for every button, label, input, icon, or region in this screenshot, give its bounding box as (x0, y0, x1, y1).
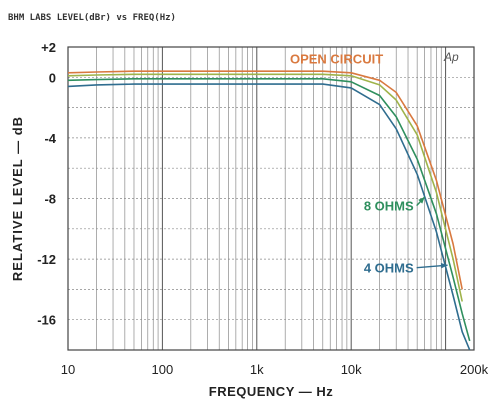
y-tick-label: +2 (41, 40, 56, 55)
series-lines (67, 70, 471, 351)
series-line-0 (67, 70, 463, 290)
annotation-arrowhead-1 (418, 196, 425, 204)
ap-watermark: Ap (443, 50, 459, 64)
x-tick-label: 200k (460, 362, 489, 377)
annotation-label-1: 8 OHMS (364, 199, 414, 214)
annotations: OPEN CIRCUIT 8 OHMS 4 OHMS (290, 52, 448, 276)
x-tick-label: 1k (250, 362, 264, 377)
y-tick-label: 0 (49, 70, 56, 85)
x-tick-label: 100 (152, 362, 174, 377)
annotation-label-2: 4 OHMS (364, 261, 414, 276)
series-line-3 (67, 83, 471, 351)
y-tick-label: -8 (44, 192, 56, 207)
x-tick-labels: 10 100 1k 10k 200k (61, 362, 489, 377)
x-tick-label: 10k (341, 362, 362, 377)
y-tick-label: -12 (37, 252, 56, 267)
plot-frame (67, 46, 475, 351)
y-axis-label: RELATIVE LEVEL — dB (10, 116, 25, 281)
y-tick-labels: +2 0 -4 -8 -12 -16 (37, 40, 57, 328)
chart-header: BHM LABS LEVEL(dBr) vs FREQ(Hz) (8, 13, 176, 23)
annotation-arrowhead-2 (440, 262, 448, 269)
x-tick-label: 10 (61, 362, 75, 377)
series-line-1 (67, 73, 463, 302)
x-axis-label: FREQUENCY — Hz (209, 384, 334, 399)
y-tick-label: -16 (37, 313, 56, 328)
annotation-label-0: OPEN CIRCUIT (290, 52, 383, 67)
y-tick-label: -4 (44, 131, 56, 146)
series-line-2 (67, 78, 471, 342)
